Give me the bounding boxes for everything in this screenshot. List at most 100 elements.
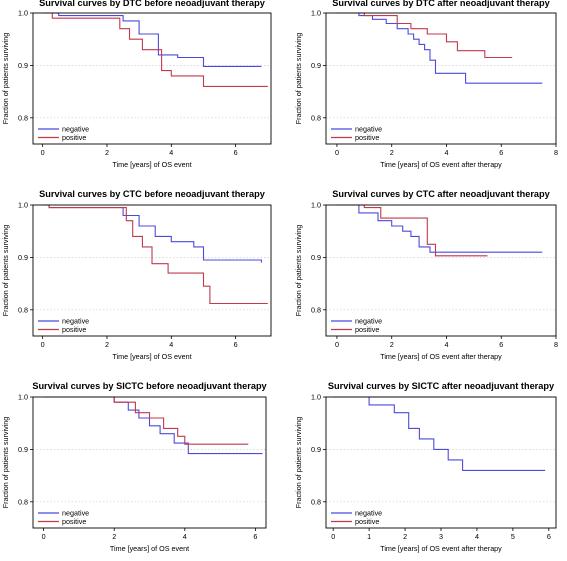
panel-title: Survival curves by CTC after neoadjuvant…	[332, 189, 550, 199]
survival-panel-3: Survival curves by CTC before neoadjuvan…	[1, 189, 272, 361]
legend-label-negative: negative	[355, 125, 382, 134]
x-axis-label: Time [years] of OS event after therapy	[380, 352, 502, 361]
y-tick-label: 0.8	[311, 497, 321, 506]
legend-label-positive: positive	[355, 325, 379, 334]
x-tick-label: 8	[554, 340, 558, 349]
y-axis-label: Fraction of patients surviving	[1, 33, 10, 124]
x-tick-label: 0	[335, 340, 339, 349]
survival-panel-6: Survival curves by SICTC after neoadjuva…	[294, 381, 557, 553]
legend-label-positive: positive	[62, 133, 86, 142]
legend-label-positive: positive	[355, 517, 379, 526]
x-tick-label: 6	[234, 340, 238, 349]
plot-frame	[32, 12, 272, 145]
legend-label-negative: negative	[62, 317, 89, 326]
x-tick-label: 4	[169, 148, 173, 157]
x-tick-label: 5	[511, 532, 515, 541]
x-axis-label: Time [years] of OS event	[110, 544, 189, 553]
x-axis-label: Time [years] of OS event	[112, 160, 191, 169]
y-tick-label: 0.8	[311, 305, 321, 314]
survival-curve-negative	[42, 12, 262, 67]
x-tick-label: 4	[475, 532, 479, 541]
legend-label-positive: positive	[62, 325, 86, 334]
y-tick-label: 0.9	[311, 253, 321, 262]
survival-curve-positive	[42, 204, 268, 305]
panel-title: Survival curves by DTC after neoadjuvant…	[332, 0, 550, 8]
x-tick-label: 2	[112, 532, 116, 541]
legend-label-negative: negative	[355, 317, 382, 326]
x-axis-label: Time [years] of OS event after therapy	[380, 544, 502, 553]
legend-label-positive: positive	[355, 133, 379, 142]
y-tick-label: 0.8	[18, 113, 28, 122]
x-tick-label: 4	[444, 340, 448, 349]
x-axis-label: Time [years] of OS event after therapy	[380, 160, 502, 169]
y-tick-label: 0.8	[18, 305, 28, 314]
y-tick-label: 1.0	[311, 393, 321, 402]
x-tick-label: 2	[390, 340, 394, 349]
y-axis-label: Fraction of patients surviving	[1, 417, 10, 508]
survival-panel-4: Survival curves by CTC after neoadjuvant…	[294, 189, 558, 361]
legend-label-negative: negative	[62, 125, 89, 134]
survival-curve-positive	[43, 396, 249, 445]
x-tick-label: 4	[183, 532, 187, 541]
survival-panel-1: Survival curves by DTC before neoadjuvan…	[1, 0, 272, 169]
x-tick-label: 2	[105, 340, 109, 349]
y-tick-label: 0.9	[18, 61, 28, 70]
plot-frame	[325, 396, 557, 529]
x-tick-label: 2	[403, 532, 407, 541]
survival-curve-positive	[42, 12, 268, 87]
x-tick-label: 4	[169, 340, 173, 349]
survival-curve-positive	[337, 12, 513, 59]
survival-panel-5: Survival curves by SICTC before neoadjuv…	[1, 381, 268, 553]
x-tick-label: 0	[41, 148, 45, 157]
x-axis-label: Time [years] of OS event	[112, 352, 191, 361]
y-axis-label: Fraction of patients surviving	[294, 417, 303, 508]
panel-title: Survival curves by CTC before neoadjuvan…	[39, 189, 266, 199]
y-tick-label: 0.9	[311, 445, 321, 454]
y-tick-label: 1.0	[18, 9, 28, 18]
y-tick-label: 1.0	[18, 393, 28, 402]
y-axis-label: Fraction of patients surviving	[294, 33, 303, 124]
x-tick-label: 6	[499, 340, 503, 349]
x-tick-label: 6	[499, 148, 503, 157]
x-tick-label: 8	[554, 148, 558, 157]
x-tick-label: 6	[234, 148, 238, 157]
x-tick-label: 0	[331, 532, 335, 541]
survival-panel-2: Survival curves by DTC after neoadjuvant…	[294, 0, 558, 169]
panel-title: Survival curves by SICTC before neoadjuv…	[32, 381, 267, 391]
x-tick-label: 2	[105, 148, 109, 157]
y-tick-label: 0.9	[18, 253, 28, 262]
panel-title: Survival curves by SICTC after neoadjuva…	[328, 381, 555, 391]
legend-label-negative: negative	[62, 509, 89, 518]
y-tick-label: 0.8	[18, 497, 28, 506]
survival-curve-negative	[333, 396, 546, 471]
legend-label-negative: negative	[355, 509, 382, 518]
x-tick-label: 2	[390, 148, 394, 157]
y-axis-label: Fraction of patients surviving	[294, 225, 303, 316]
x-tick-label: 0	[335, 148, 339, 157]
survival-curve-negative	[337, 204, 543, 253]
y-tick-label: 1.0	[311, 9, 321, 18]
legend-label-positive: positive	[62, 517, 86, 526]
panel-title: Survival curves by DTC before neoadjuvan…	[39, 0, 266, 8]
y-tick-label: 0.9	[18, 445, 28, 454]
y-axis-label: Fraction of patients surviving	[1, 225, 10, 316]
y-tick-label: 0.8	[311, 113, 321, 122]
y-tick-label: 1.0	[311, 201, 321, 210]
plot-frame	[32, 204, 272, 337]
x-tick-label: 4	[444, 148, 448, 157]
plot-frame	[32, 396, 267, 529]
x-tick-label: 6	[253, 532, 257, 541]
x-tick-label: 3	[439, 532, 443, 541]
x-tick-label: 1	[367, 532, 371, 541]
survival-curve-negative	[337, 12, 543, 84]
survival-curve-positive	[337, 204, 488, 257]
y-tick-label: 0.9	[311, 61, 321, 70]
y-tick-label: 1.0	[18, 201, 28, 210]
x-tick-label: 0	[41, 340, 45, 349]
x-tick-label: 6	[547, 532, 551, 541]
plot-frame	[325, 204, 557, 337]
x-tick-label: 0	[42, 532, 46, 541]
survival-curve-negative	[43, 396, 263, 455]
plot-frame	[325, 12, 557, 145]
